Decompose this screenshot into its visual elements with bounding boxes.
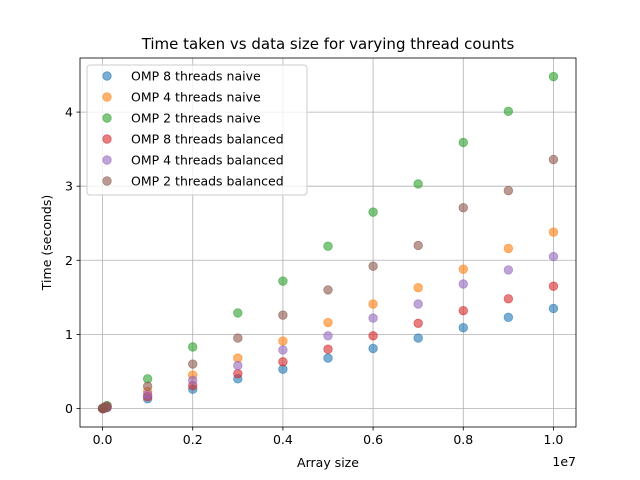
data-point	[458, 305, 468, 316]
legend-label: OMP 2 threads balanced	[131, 174, 284, 189]
x-tick-label: 1.0	[544, 432, 564, 447]
chart-title: Time taken vs data size for varying thre…	[141, 35, 515, 53]
data-point	[368, 331, 378, 341]
data-point	[413, 179, 423, 189]
data-point	[323, 353, 333, 363]
x-tick-label: 0.2	[183, 432, 203, 447]
data-point	[368, 343, 378, 354]
data-point	[368, 261, 378, 271]
data-point	[503, 243, 514, 254]
legend-marker	[102, 92, 112, 102]
data-point	[188, 342, 198, 352]
data-point	[503, 312, 514, 323]
y-tick-label: 0	[65, 401, 73, 416]
data-point	[188, 359, 198, 369]
y-tick-label: 1	[65, 327, 73, 342]
data-point	[142, 381, 153, 391]
data-point	[503, 265, 514, 275]
legend-label: OMP 4 threads naive	[131, 90, 261, 105]
y-tick-label: 2	[65, 253, 73, 268]
data-point	[503, 106, 514, 117]
data-point	[278, 310, 288, 320]
data-point	[233, 360, 243, 371]
y-axis-label: Time (seconds)	[39, 195, 54, 291]
legend-label: OMP 8 threads balanced	[131, 132, 284, 147]
data-point	[142, 389, 153, 400]
data-point	[548, 154, 559, 165]
data-point	[458, 137, 468, 148]
x-tick-label: 0.0	[93, 432, 113, 447]
data-point	[458, 202, 468, 213]
legend-box	[86, 64, 308, 196]
legend: OMP 8 threads naive OMP 4 threads naive OM…	[86, 64, 308, 196]
data-point	[233, 308, 243, 318]
series-6	[97, 154, 559, 414]
data-point	[548, 251, 559, 262]
legend-marker	[102, 176, 112, 186]
legend-marker	[102, 113, 112, 123]
data-point	[323, 317, 333, 328]
data-points	[97, 71, 559, 414]
legend-label: OMP 8 threads naive	[131, 69, 261, 84]
data-point	[278, 345, 288, 355]
plot-frame	[79, 57, 577, 428]
legend-label: OMP 4 threads balanced	[131, 153, 284, 168]
data-point	[323, 331, 333, 341]
data-point	[323, 241, 333, 251]
data-point	[102, 401, 112, 411]
data-point	[368, 299, 378, 309]
data-point	[233, 368, 243, 379]
legend-label: OMP 2 threads naive	[131, 111, 261, 126]
x-tick-label: 0.8	[453, 432, 473, 447]
data-point	[278, 357, 288, 367]
data-point	[548, 303, 559, 314]
data-point	[413, 240, 423, 251]
data-point	[548, 227, 559, 237]
data-point	[458, 279, 468, 289]
data-point	[548, 281, 559, 291]
x-tick-label: 0.4	[273, 432, 293, 447]
y-tick-label: 3	[65, 179, 73, 194]
data-point	[278, 336, 288, 346]
data-point	[503, 185, 514, 196]
axis-ticks: 0.0 0.2 0.4 0.6 0.8 1.0 0 1 2 3 4	[65, 105, 563, 447]
data-point	[188, 375, 198, 386]
x-axis-offset-label: 1e7	[552, 454, 576, 469]
data-point	[413, 299, 423, 309]
data-point	[413, 282, 423, 293]
x-tick-label: 0.6	[363, 432, 383, 447]
data-point	[413, 318, 423, 328]
data-point	[548, 71, 559, 82]
data-point	[233, 333, 243, 343]
data-point	[503, 294, 514, 304]
data-point	[458, 323, 468, 333]
legend-marker	[102, 134, 112, 144]
data-point	[323, 344, 333, 354]
legend-marker	[102, 155, 112, 165]
legend-marker	[102, 71, 112, 81]
data-point	[368, 207, 378, 217]
data-point	[278, 276, 288, 286]
y-tick-label: 4	[65, 105, 73, 120]
x-axis-label: Array size	[297, 455, 359, 470]
data-point	[323, 285, 333, 295]
data-point	[458, 264, 468, 274]
data-point	[368, 313, 378, 323]
data-point	[413, 333, 423, 343]
